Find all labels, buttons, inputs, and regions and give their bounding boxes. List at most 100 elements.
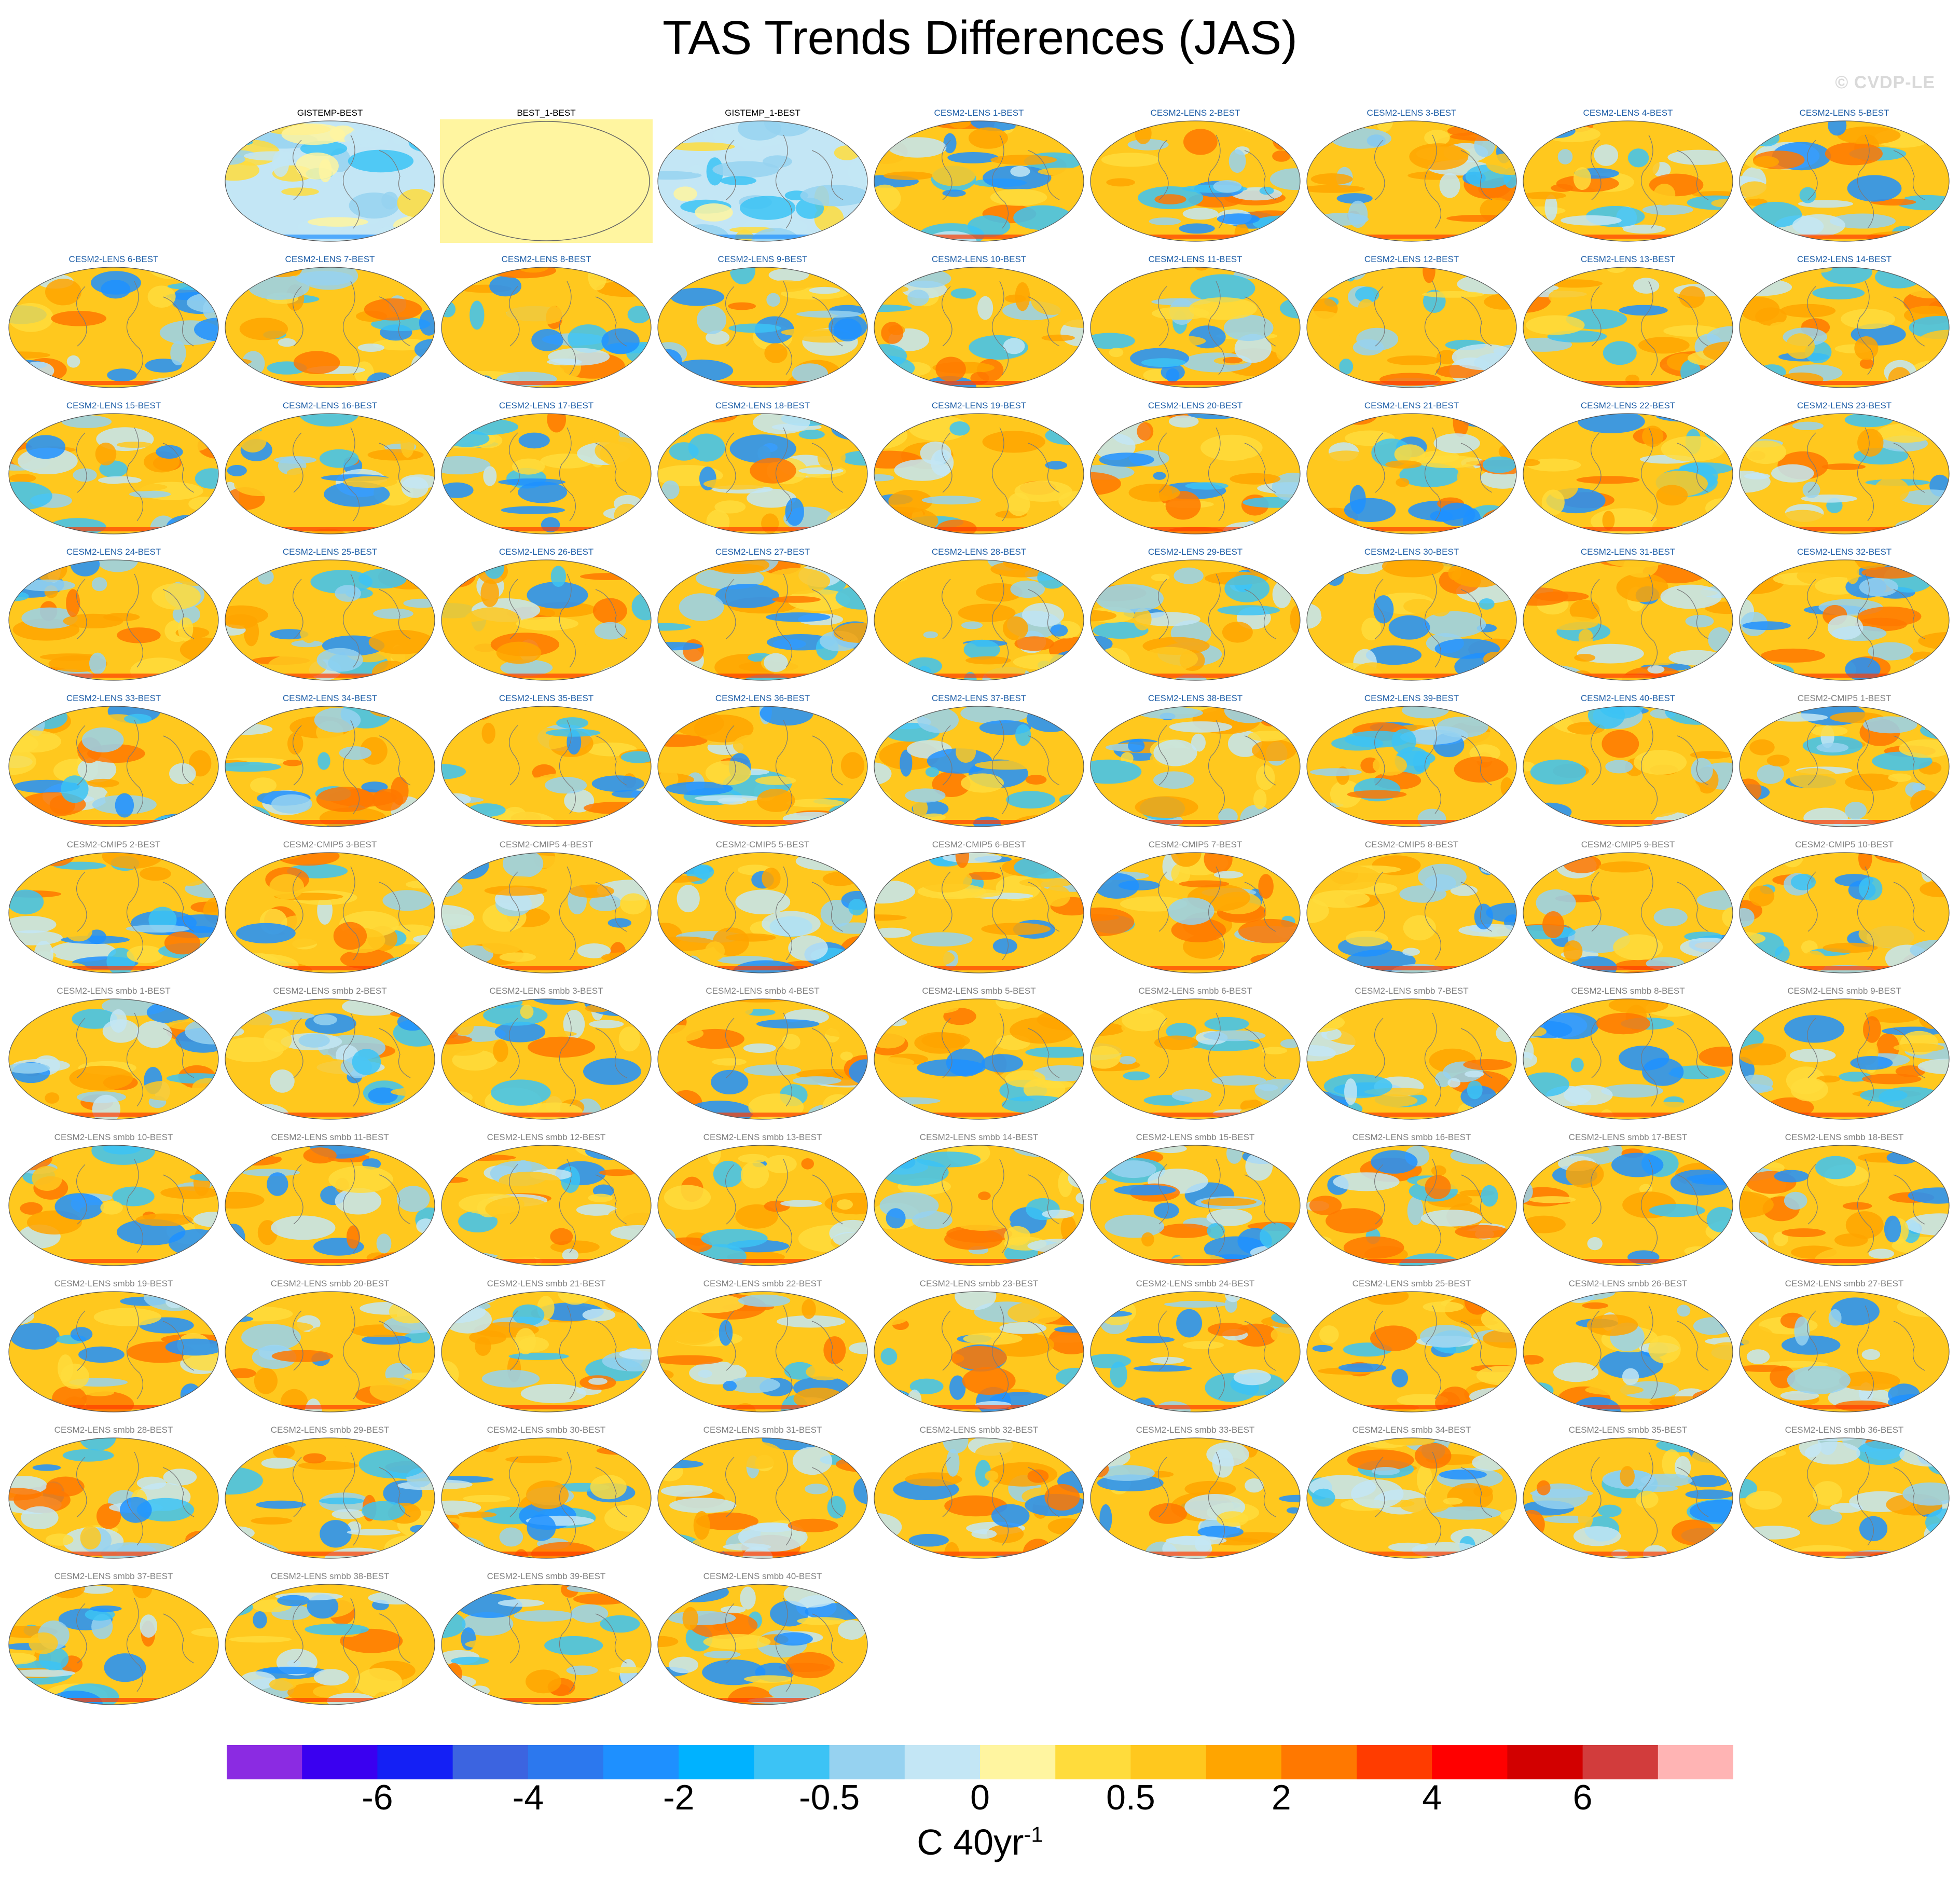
field-blob <box>1091 819 1127 827</box>
field-blob <box>267 1172 288 1196</box>
coastline <box>293 1305 411 1400</box>
field-blob <box>955 1213 1011 1231</box>
field-blob <box>1212 1449 1234 1478</box>
field-blob <box>1847 175 1902 202</box>
field-blob <box>658 999 692 1013</box>
coastline <box>76 866 195 961</box>
field-blob <box>1812 286 1865 300</box>
polar-band <box>38 381 189 385</box>
field-blob <box>191 1627 218 1637</box>
field-blob <box>1523 1292 1550 1302</box>
polar-band <box>255 1698 405 1702</box>
field-blob <box>320 1520 352 1548</box>
field-blob <box>883 171 934 180</box>
field-blob <box>1114 1185 1176 1196</box>
field-blob <box>419 1250 435 1262</box>
field-blob <box>1230 473 1281 485</box>
globe-outline <box>657 1291 868 1412</box>
field-blob <box>20 1202 43 1215</box>
field-blob <box>443 1306 492 1334</box>
coastline <box>293 281 411 375</box>
field-blob <box>1047 1518 1084 1535</box>
field-blob <box>162 415 177 424</box>
field-blob <box>777 1315 846 1328</box>
map-panel: CESM2-LENS smbb 40-BEST <box>656 1571 869 1707</box>
panel-title: CESM2-LENS 39-BEST <box>1364 693 1459 703</box>
map-panel: CESM2-CMIP5 3-BEST <box>224 840 436 976</box>
map-panel: CESM2-LENS smbb 26-BEST <box>1522 1279 1734 1415</box>
field-blob <box>1005 1070 1046 1088</box>
field-blob <box>1688 962 1712 973</box>
field-blob <box>1526 802 1572 821</box>
globe-outline <box>1306 852 1517 973</box>
field-blob <box>774 1632 813 1646</box>
field-blob <box>658 1113 703 1119</box>
field-blob <box>1100 272 1113 283</box>
globe-outline <box>1523 852 1733 973</box>
field-blob <box>1093 622 1149 639</box>
field-blob <box>1910 790 1940 815</box>
field-blob <box>955 853 970 868</box>
field-blob <box>441 1035 473 1045</box>
coastline <box>293 573 411 668</box>
field-blob <box>120 1497 152 1523</box>
field-blob <box>1816 1075 1841 1083</box>
field-blob <box>441 560 465 586</box>
map-field <box>657 852 868 973</box>
field-blob <box>1474 789 1490 801</box>
field-blob <box>1182 1341 1224 1350</box>
map-field <box>441 267 652 388</box>
field-blob <box>1200 434 1263 461</box>
field-blob <box>506 304 567 325</box>
map-field <box>1306 559 1517 681</box>
field-blob <box>1151 573 1170 581</box>
field-blob <box>34 941 53 969</box>
field-blob <box>1168 1254 1229 1266</box>
field-blob <box>286 468 316 479</box>
field-blob <box>1059 769 1084 779</box>
field-blob <box>981 1054 1024 1073</box>
field-blob <box>658 642 702 651</box>
field-blob <box>1014 636 1054 651</box>
field-blob <box>615 1438 651 1455</box>
field-blob <box>1837 126 1901 145</box>
field-blob <box>9 706 41 725</box>
field-blob <box>1528 1196 1576 1203</box>
polar-band <box>904 527 1054 531</box>
map-field <box>440 119 653 243</box>
polar-band <box>1336 820 1487 824</box>
field-blob <box>750 458 796 484</box>
field-blob <box>1578 1507 1593 1529</box>
field-blob <box>1930 1292 1949 1303</box>
field-blob <box>1201 1198 1257 1206</box>
field-blob <box>1091 284 1108 296</box>
field-blob <box>1679 462 1733 474</box>
colorbar-segment <box>1357 1745 1432 1779</box>
field-blob <box>1523 1015 1547 1022</box>
globe-outline <box>1739 998 1950 1120</box>
field-blob <box>501 506 565 514</box>
polar-band <box>687 381 838 385</box>
field-blob <box>1040 1545 1070 1558</box>
chart-title: TAS Trends Differences (JAS) <box>662 11 1298 64</box>
field-blob <box>1323 1074 1392 1099</box>
field-blob <box>1285 271 1300 282</box>
field-blob <box>1400 1498 1450 1514</box>
field-blob <box>951 1346 1007 1370</box>
polar-band <box>471 1113 622 1117</box>
field-blob <box>1464 1071 1484 1078</box>
globe-outline <box>874 998 1084 1120</box>
coastline <box>1807 134 1925 229</box>
field-blob <box>1127 139 1169 150</box>
map-panel: CESM2-LENS 12-BEST <box>1305 254 1518 390</box>
field-blob <box>576 1204 617 1216</box>
field-blob <box>1699 216 1733 241</box>
field-blob <box>1385 460 1422 469</box>
field-blob <box>70 560 100 577</box>
colorbar-segment <box>829 1745 905 1779</box>
field-blob <box>1858 606 1922 626</box>
field-blob <box>1091 527 1136 534</box>
map-field <box>1523 706 1733 827</box>
field-blob <box>983 166 1052 190</box>
field-blob <box>1325 450 1368 465</box>
